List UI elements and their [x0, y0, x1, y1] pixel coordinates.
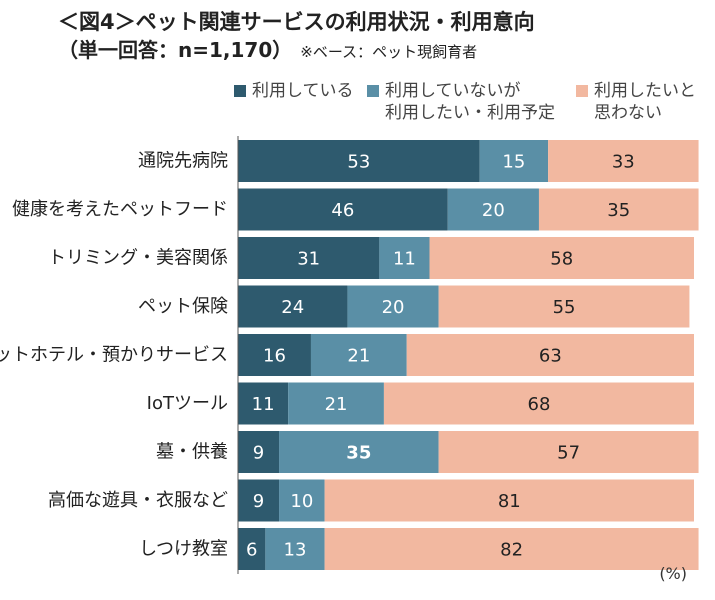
- chart-title: ＜図4＞ペット関連サービスの利用状況・利用意向: [58, 10, 535, 34]
- bar-segment-using: [238, 382, 289, 425]
- legend-label-using: 利用している: [252, 80, 354, 102]
- bar-segment-using: [238, 237, 380, 279]
- bar-segment-not-want: [538, 188, 699, 231]
- legend-label-not-want-line-2: 思わない: [594, 103, 662, 123]
- bar-segment-using: [238, 140, 480, 182]
- data-label-not-want: 35: [607, 200, 630, 221]
- data-label-not-want: 57: [557, 443, 580, 464]
- bar-segment-want-to-use: [447, 188, 539, 231]
- data-label-using: 11: [252, 394, 275, 415]
- data-label-want-to-use: 11: [393, 249, 416, 270]
- category-label: トリミング・美容関係: [48, 248, 228, 269]
- legend-label-using-line-1: 利用している: [252, 81, 354, 101]
- category-label: しつけ教室: [139, 539, 228, 560]
- data-label-want-to-use: 13: [284, 540, 307, 561]
- data-label-not-want: 82: [500, 540, 523, 561]
- data-label-using: 24: [281, 297, 304, 318]
- bar-segment-using: [238, 479, 280, 522]
- data-label-want-to-use: 21: [325, 394, 348, 415]
- data-label-not-want: 58: [550, 249, 573, 270]
- bar-segment-using: [238, 188, 448, 231]
- legend-label-not-want-line-1: 利用したいと: [594, 81, 696, 101]
- chart-subtitle-row: （単一回答：n=1,170） ※ベース：ペット現飼育者: [58, 36, 708, 66]
- legend-item-not-want: 利用したいと 思わない: [576, 80, 696, 124]
- data-label-not-want: 33: [612, 152, 635, 173]
- bar-segment-want-to-use: [310, 334, 407, 376]
- bar-segment-want-to-use: [479, 140, 549, 182]
- unit-label: (%): [659, 564, 687, 583]
- data-label-not-want: 81: [498, 491, 521, 512]
- bar-segment-want-to-use: [265, 528, 325, 570]
- legend-item-using: 利用している: [234, 80, 354, 102]
- bar-segment-using: [238, 334, 311, 376]
- data-label-not-want: 68: [528, 394, 551, 415]
- data-label-using: 46: [331, 200, 354, 221]
- bar-segment-using: [238, 431, 280, 473]
- bar-segment-not-want: [438, 285, 690, 328]
- bar-segment-not-want: [383, 382, 694, 425]
- legend-label-want-to-use-line-1: 利用していないが: [385, 81, 521, 101]
- bar-segment-want-to-use: [379, 237, 430, 279]
- base-note: ※ベース：ペット現飼育者: [300, 43, 478, 61]
- chart-title-block: ＜図4＞ペット関連サービスの利用状況・利用意向 （単一回答：n=1,170） ※ベ…: [58, 8, 708, 66]
- bar-segment-want-to-use: [347, 285, 439, 328]
- data-label-using: 9: [253, 491, 264, 512]
- chart-subtitle: （単一回答：n=1,170）: [58, 38, 293, 62]
- category-label: IoTツール: [147, 393, 228, 414]
- data-label-using: 53: [347, 152, 370, 173]
- legend-swatch-using: [234, 85, 246, 97]
- data-label-want-to-use: 21: [347, 346, 370, 367]
- legend-swatch-not-want: [576, 85, 588, 97]
- category-label: ペットホテル・預かりサービス: [0, 345, 228, 366]
- bar-segment-want-to-use: [288, 382, 384, 425]
- legend-label-not-want: 利用したいと 思わない: [594, 80, 696, 124]
- data-label-using: 31: [297, 249, 320, 270]
- data-label-want-to-use: 10: [290, 491, 313, 512]
- bar-segment-not-want: [324, 528, 699, 570]
- data-label-want-to-use: 15: [502, 152, 525, 173]
- legend-swatch-want-to-use: [367, 85, 379, 97]
- category-label: 通院先病院: [138, 151, 228, 172]
- data-label-using: 6: [246, 540, 257, 561]
- bar-segment-not-want: [438, 431, 699, 473]
- data-label-not-want: 55: [553, 297, 576, 318]
- legend-label-want-to-use: 利用していないが 利用したい・利用予定: [385, 80, 555, 124]
- bar-segment-want-to-use: [279, 479, 325, 522]
- data-label-want-to-use: 20: [382, 297, 405, 318]
- bar-segment-using: [238, 528, 266, 570]
- chart-legend: 利用している 利用していないが 利用したい・利用予定 利用したいと 思わない: [0, 80, 715, 130]
- bar-segment-not-want: [324, 479, 694, 522]
- data-label-want-to-use: 20: [482, 200, 505, 221]
- legend-label-want-to-use-line-2: 利用したい・利用予定: [385, 103, 555, 123]
- bar-segment-not-want: [548, 140, 699, 182]
- category-label: 高価な遊具・衣服など: [48, 490, 228, 511]
- legend-item-want-to-use: 利用していないが 利用したい・利用予定: [367, 80, 555, 124]
- category-label: 健康を考えたペットフード: [12, 199, 228, 220]
- bar-segment-not-want: [406, 334, 694, 376]
- data-label-want-to-use: 35: [346, 443, 371, 464]
- category-label: 墓・供養: [156, 442, 228, 463]
- data-label-not-want: 63: [539, 346, 562, 367]
- bar-segment-want-to-use: [279, 431, 439, 473]
- category-label: ペット保険: [138, 296, 228, 317]
- data-label-using: 16: [263, 346, 286, 367]
- bar-segment-not-want: [429, 237, 694, 279]
- data-label-using: 9: [253, 443, 264, 464]
- bar-segment-using: [238, 285, 348, 328]
